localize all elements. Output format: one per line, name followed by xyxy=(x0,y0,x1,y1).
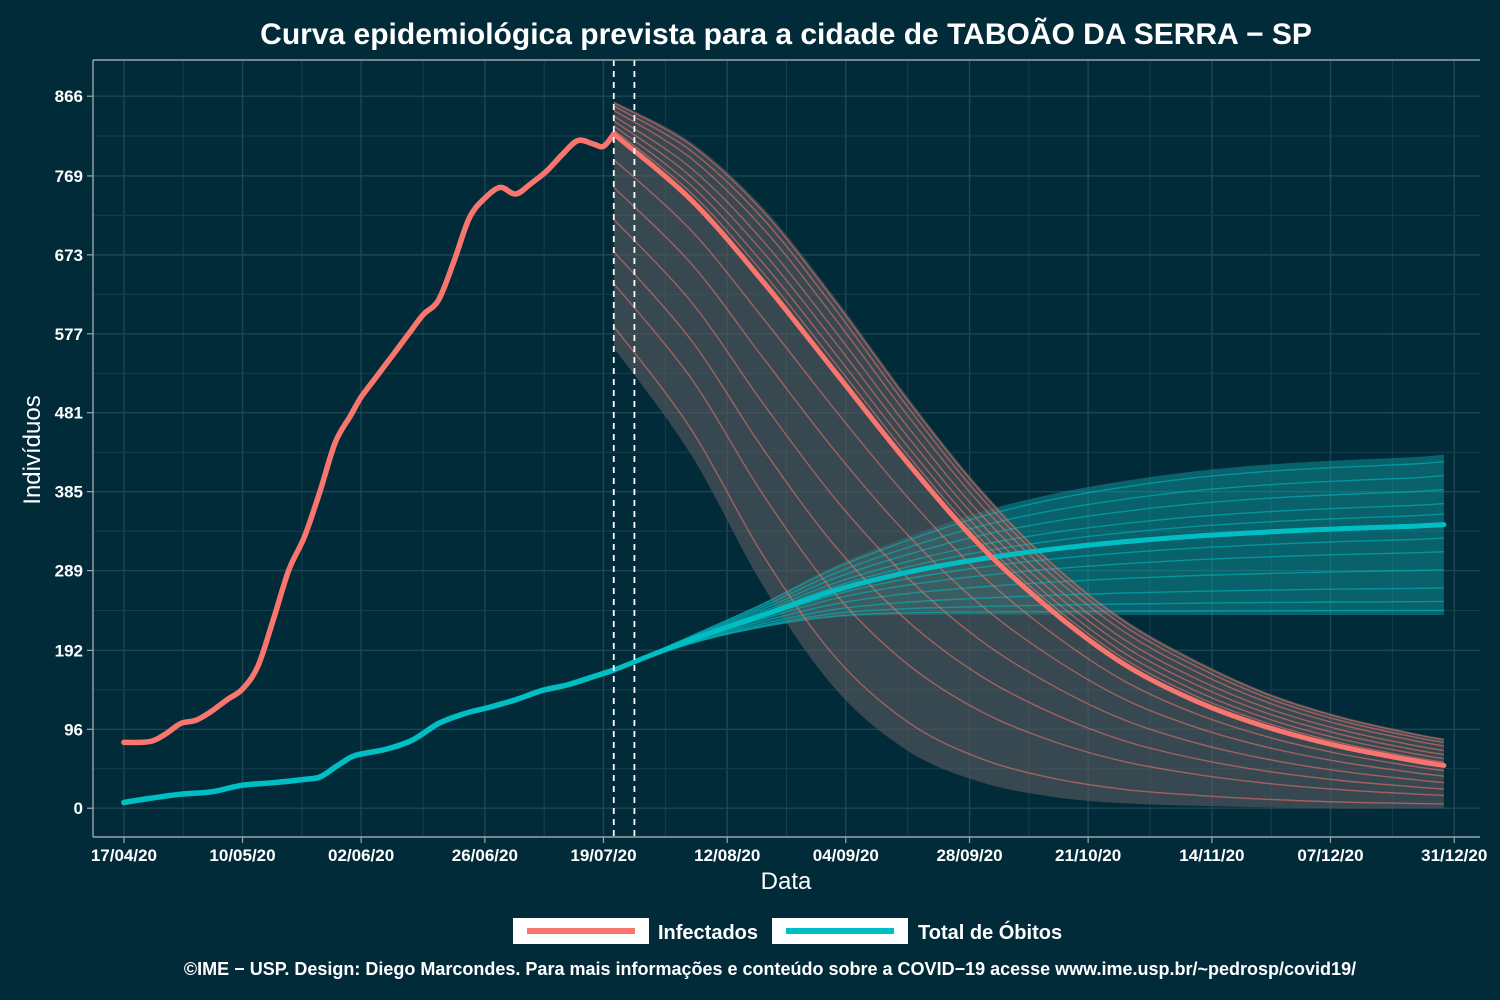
legend-label-infectados: Infectados xyxy=(658,922,758,944)
y-tick-label: 96 xyxy=(64,720,83,739)
chart-caption: ©IME − USP. Design: Diego Marcondes. Par… xyxy=(184,959,1356,979)
obitos-median-line xyxy=(611,522,1447,673)
y-tick-label: 673 xyxy=(55,246,83,265)
y-tick-label: 481 xyxy=(55,404,83,423)
infectados-projection-line xyxy=(613,159,1444,772)
legend: Infectados Total de Óbitos xyxy=(513,918,1062,944)
x-tick-label: 21/10/20 xyxy=(1055,846,1121,865)
infectados-projection-line xyxy=(613,125,1445,760)
infectados-projection-line xyxy=(613,105,1445,744)
x-tick-label: 04/09/20 xyxy=(813,846,879,865)
x-tick-label: 07/12/20 xyxy=(1297,846,1363,865)
infectados-projection-line xyxy=(613,219,1444,784)
infectados-observed-line xyxy=(121,131,617,746)
infectados-projection-line xyxy=(613,186,1444,777)
x-tick-label: 17/04/20 xyxy=(91,846,157,865)
obitos-observed-line xyxy=(121,667,617,806)
y-tick-label: 0 xyxy=(74,799,83,818)
obitos-projection-line xyxy=(613,569,1444,671)
chart-title: Curva epidemiológica prevista para a cid… xyxy=(260,17,1312,51)
x-tick-label: 10/05/20 xyxy=(209,846,275,865)
obitos-projection-line xyxy=(613,587,1444,671)
infectados-projection-line xyxy=(613,129,1445,763)
infectados-projection-line xyxy=(613,120,1445,756)
y-tick-label: 577 xyxy=(55,325,83,344)
x-tick-label: 14/11/20 xyxy=(1179,846,1244,865)
obitos-projection-line xyxy=(613,461,1444,671)
y-tick-label: 192 xyxy=(55,641,83,660)
infectados-band xyxy=(613,101,1444,809)
x-tick-label: 02/06/20 xyxy=(328,846,394,865)
infectados-projection-line xyxy=(613,283,1444,797)
obitos-projection-line xyxy=(613,488,1444,671)
infectados-projection-line xyxy=(613,325,1444,805)
axes-layer: 17/04/20 10/05/20 02/06/20 26/06/20 19/07/20… xyxy=(55,59,1487,865)
y-axis-title: Indivíduos xyxy=(19,395,46,504)
x-tick-label: 26/06/20 xyxy=(452,846,518,865)
legend-item-infectados: Infectados xyxy=(513,918,758,944)
y-tick-label: 289 xyxy=(55,562,83,581)
lines-layer xyxy=(121,102,1447,806)
infectados-projection-line xyxy=(613,115,1445,752)
x-tick-label: 28/09/20 xyxy=(936,846,1002,865)
x-tick-label: 12/08/20 xyxy=(694,846,760,865)
obitos-projection-line xyxy=(613,502,1444,671)
y-tick-label: 866 xyxy=(55,87,83,106)
y-tick-label: 385 xyxy=(55,483,83,502)
infectados-projection-line xyxy=(613,251,1444,790)
legend-label-obitos: Total de Óbitos xyxy=(918,920,1062,944)
legend-item-obitos: Total de Óbitos xyxy=(772,918,1062,944)
y-tick-label: 769 xyxy=(55,167,83,186)
infectados-projection-line xyxy=(613,102,1445,741)
obitos-projection-line xyxy=(613,474,1444,671)
infectados-median-line xyxy=(611,131,1447,768)
vlines-layer xyxy=(612,60,636,837)
x-axis-title: Data xyxy=(761,868,812,895)
x-tick-label: 19/07/20 xyxy=(570,846,636,865)
x-tick-label: 31/12/20 xyxy=(1421,846,1487,865)
